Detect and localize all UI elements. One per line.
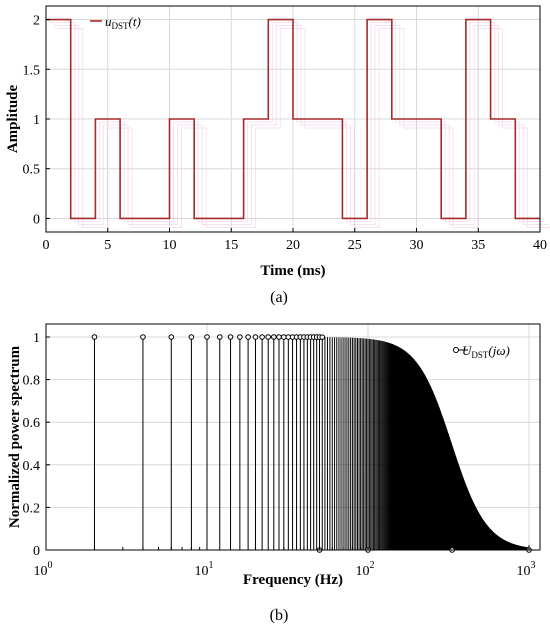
panel-b-y-tick-label: 0.6 xyxy=(23,416,41,431)
panel-b-y-tick-label: 0 xyxy=(33,544,40,559)
panel-a-x-tick-label: 15 xyxy=(224,238,238,253)
spectrum-stem-marker xyxy=(259,334,265,340)
panel-a-x-tick-label: 0 xyxy=(43,238,50,253)
legend-entry-u-dst: uDST(t) xyxy=(105,14,141,31)
series-u-dst-stems xyxy=(93,337,530,550)
panel-b-x-tick-label: 102 xyxy=(356,560,375,579)
panel-a-x-axis-label: Time (ms) xyxy=(260,263,325,279)
spectrum-stem-marker xyxy=(91,334,98,340)
spectrum-stem-marker xyxy=(168,334,175,340)
spectrum-stem-marker xyxy=(204,334,210,340)
panel-b-y-tick-label: 0.2 xyxy=(23,501,41,516)
panel-b-y-tick-label: 0.8 xyxy=(23,374,41,389)
panel-b-y-tick-label: 1 xyxy=(33,331,40,346)
series-u-dst-line xyxy=(46,18,540,220)
spectrum-stem-marker xyxy=(252,334,259,340)
panel-b-spectrum-plot: 100 101 102 103 0 0.2 0.4 0.6 0.8 1 UDST(jω) Freq… xyxy=(7,323,541,624)
spectrum-stem-marker xyxy=(216,334,223,340)
panel-a-y-axis-label: Amplitude xyxy=(5,84,21,153)
series-u-dst-shadow xyxy=(50,22,544,222)
panel-b-ticks: 100 101 102 103 0 0.2 0.4 0.6 0.8 1 xyxy=(23,331,536,579)
panel-a-x-tick-label: 5 xyxy=(104,238,111,253)
panel-a-ticks: 0 5 10 15 20 25 30 35 40 0 0.5 1 1.5 2 xyxy=(23,14,548,253)
legend-entry-U-dst: UDST(jω) xyxy=(462,343,510,360)
series-u-dst-shadow xyxy=(58,28,550,228)
panel-a-y-tick-label: 1 xyxy=(33,113,40,128)
panel-a-y-tick-label: 2 xyxy=(33,14,40,29)
panel-b-x-tick-label: 100 xyxy=(34,560,53,579)
spectrum-stem-marker xyxy=(276,334,282,340)
panel-b-axes-frame xyxy=(45,323,541,551)
spectrum-stem-marker xyxy=(245,334,251,340)
panel-b-x-axis-label: Frequency (Hz) xyxy=(243,572,343,588)
panel-a-signal-shadow xyxy=(50,22,550,228)
spectrum-stem-marker xyxy=(319,334,326,340)
spectrum-stem-marker xyxy=(271,334,277,340)
spectrum-stem-marker xyxy=(237,334,243,340)
panel-a-time-plot: 0 5 10 15 20 25 30 35 40 0 0.5 1 1.5 2 uDST(t) Time (… xyxy=(5,5,550,306)
panel-a-x-tick-label: 35 xyxy=(471,238,485,253)
panel-a-x-tick-label: 10 xyxy=(163,238,177,253)
panel-a-legend: uDST(t) xyxy=(90,14,141,31)
panel-b-x-tick-label: 103 xyxy=(517,560,536,579)
spectrum-stem-marker xyxy=(188,334,195,340)
panel-b-y-tick-label: 0.4 xyxy=(23,459,41,474)
panel-a-x-tick-label: 20 xyxy=(286,238,300,253)
panel-a-y-tick-label: 0 xyxy=(33,212,40,227)
spectrum-stem-marker xyxy=(281,334,287,340)
series-u-dst-shadow xyxy=(54,25,548,225)
legend-marker-U-dst xyxy=(453,347,459,353)
panel-b-legend: UDST(jω) xyxy=(453,343,510,360)
spectrum-stem-marker xyxy=(265,334,272,340)
panel-a-x-tick-label: 25 xyxy=(348,238,362,253)
panel-a-caption: (a) xyxy=(270,289,288,306)
panel-a-y-tick-label: 1.5 xyxy=(23,63,41,78)
panel-a-x-tick-label: 30 xyxy=(410,238,424,253)
spectrum-stem-marker xyxy=(227,334,234,340)
panel-b-caption: (b) xyxy=(270,607,289,624)
panel-b-x-tick-label: 101 xyxy=(195,560,214,579)
panel-a-y-tick-label: 0.5 xyxy=(23,163,41,178)
panel-b-y-axis-label: Normalized power spectrum xyxy=(7,345,23,528)
panel-a-x-tick-label: 40 xyxy=(533,238,547,253)
spectrum-stem-marker xyxy=(140,334,146,340)
